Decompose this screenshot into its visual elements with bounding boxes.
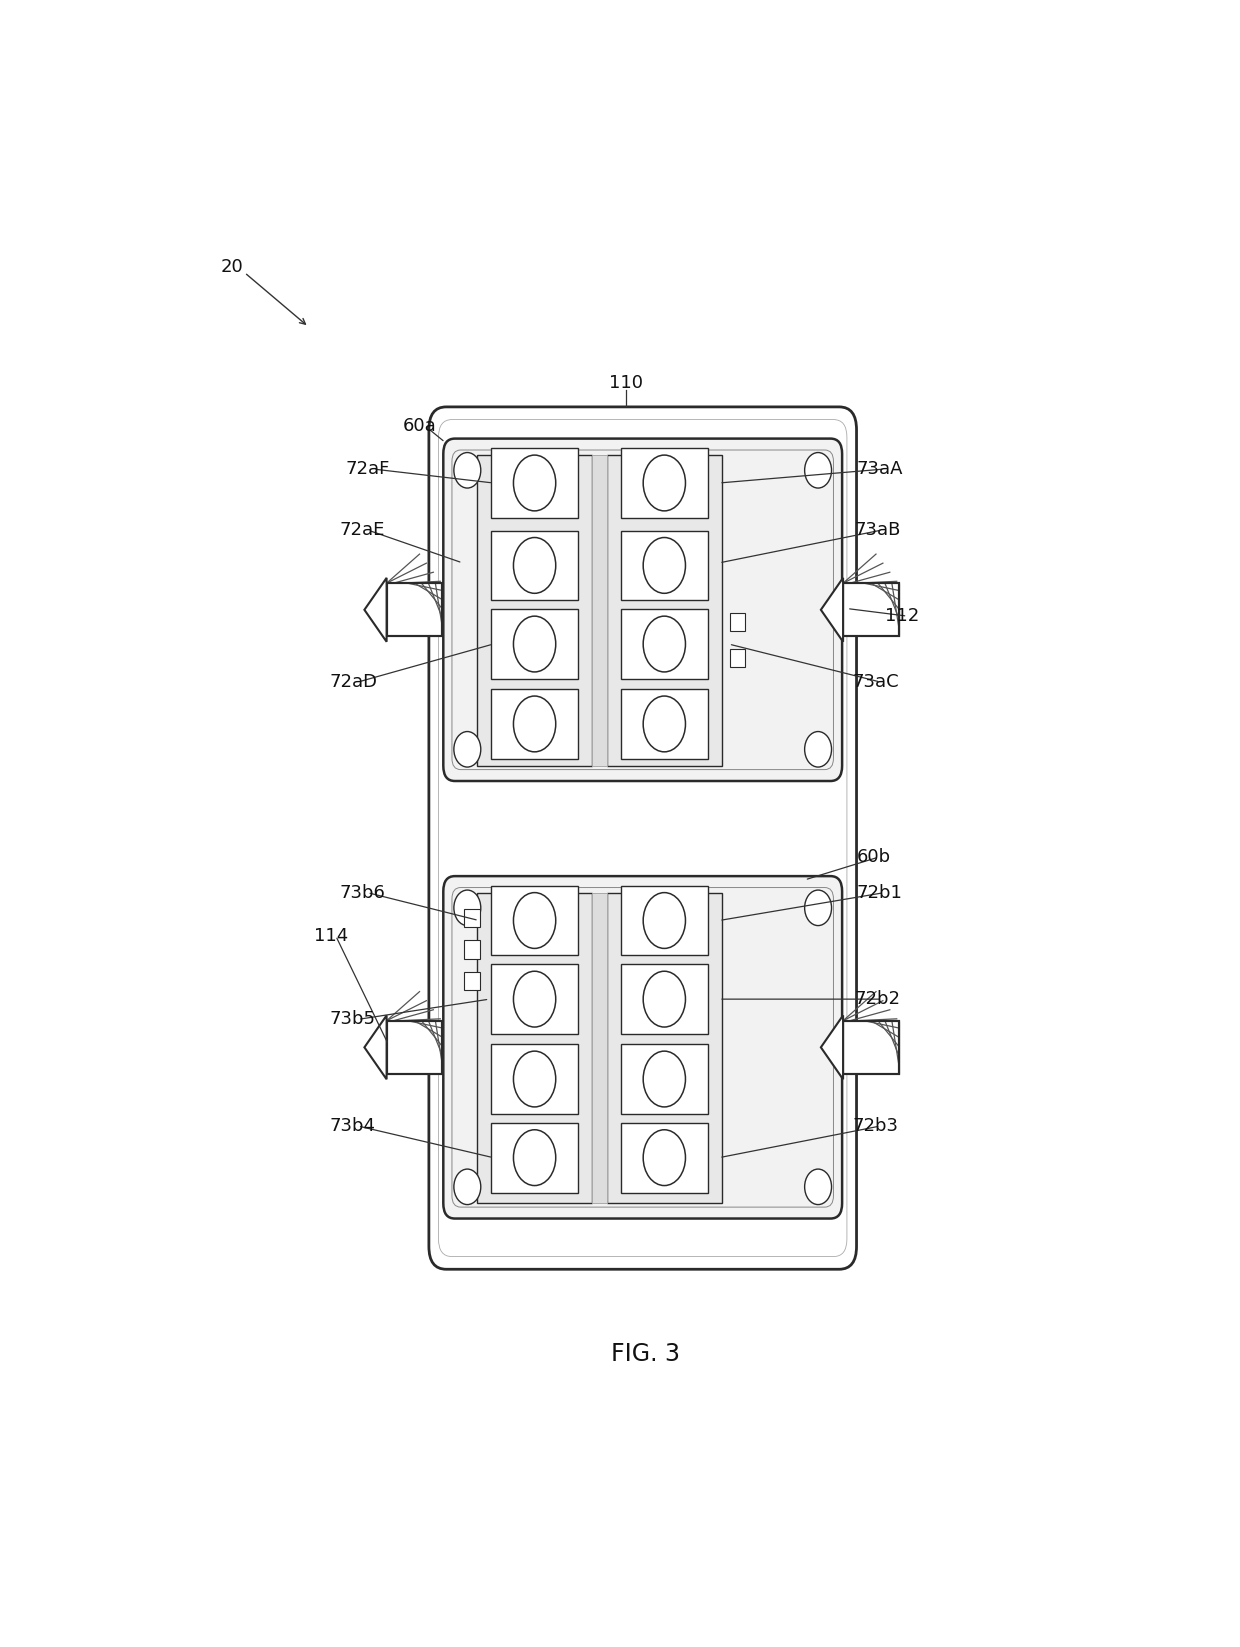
Text: 112: 112 (885, 608, 920, 626)
Bar (491, 886, 578, 955)
Circle shape (454, 1169, 481, 1204)
Bar (843, 583, 899, 636)
Text: 72aE: 72aE (340, 520, 384, 539)
Text: 114: 114 (314, 927, 347, 945)
Circle shape (454, 453, 481, 488)
Circle shape (644, 1130, 686, 1186)
Bar (606, 893, 722, 1204)
Circle shape (644, 537, 686, 593)
Text: 72b1: 72b1 (857, 883, 903, 901)
Circle shape (805, 731, 832, 768)
Circle shape (513, 455, 556, 511)
Bar (843, 1021, 899, 1074)
Bar (491, 448, 578, 517)
Bar (465, 909, 480, 927)
Bar (843, 1021, 899, 1074)
Circle shape (805, 453, 832, 488)
Text: FIG. 3: FIG. 3 (610, 1342, 680, 1367)
Circle shape (513, 697, 556, 751)
Polygon shape (821, 578, 843, 642)
Bar (606, 455, 722, 766)
Polygon shape (365, 1015, 387, 1079)
FancyBboxPatch shape (444, 438, 842, 781)
Circle shape (644, 455, 686, 511)
Text: 110: 110 (609, 374, 642, 392)
Bar (491, 609, 578, 679)
Bar (477, 893, 593, 1204)
Circle shape (454, 889, 481, 926)
Text: 73b5: 73b5 (330, 1010, 376, 1028)
Bar (387, 1021, 443, 1074)
Circle shape (644, 893, 686, 949)
Text: 72aF: 72aF (345, 460, 389, 478)
Text: 73b4: 73b4 (330, 1117, 376, 1135)
Bar (593, 455, 606, 766)
Text: 72b3: 72b3 (853, 1117, 899, 1135)
Circle shape (805, 1169, 832, 1204)
Bar (621, 688, 708, 759)
Bar (465, 940, 480, 959)
Bar (621, 609, 708, 679)
Bar (491, 530, 578, 600)
Text: 72b2: 72b2 (854, 990, 900, 1008)
Bar (477, 455, 593, 766)
Text: 60b: 60b (857, 848, 890, 866)
Bar (387, 583, 443, 636)
Bar (729, 613, 745, 631)
Circle shape (513, 537, 556, 593)
Bar (387, 583, 443, 636)
Bar (621, 448, 708, 517)
Bar (491, 688, 578, 759)
Bar (843, 583, 899, 636)
Circle shape (644, 616, 686, 672)
Bar (593, 893, 606, 1204)
Circle shape (805, 889, 832, 926)
FancyBboxPatch shape (444, 876, 842, 1219)
Bar (621, 1123, 708, 1192)
Bar (621, 886, 708, 955)
Circle shape (513, 616, 556, 672)
Circle shape (644, 1051, 686, 1107)
Bar (729, 649, 745, 667)
Text: 73b6: 73b6 (340, 883, 386, 901)
Text: 60a: 60a (403, 417, 436, 435)
Bar (491, 1123, 578, 1192)
Bar (621, 1044, 708, 1113)
Text: 20: 20 (221, 259, 243, 277)
Bar (491, 963, 578, 1034)
Polygon shape (365, 578, 387, 642)
Polygon shape (821, 1015, 843, 1079)
Text: 73aB: 73aB (854, 520, 901, 539)
Bar (621, 963, 708, 1034)
Bar (465, 972, 480, 990)
Circle shape (644, 972, 686, 1028)
Text: 72aD: 72aD (330, 674, 378, 692)
Circle shape (513, 893, 556, 949)
Bar (387, 1021, 443, 1074)
Text: 73aA: 73aA (857, 460, 903, 478)
Circle shape (513, 1130, 556, 1186)
Circle shape (454, 731, 481, 768)
Circle shape (513, 1051, 556, 1107)
Bar (621, 530, 708, 600)
Circle shape (513, 972, 556, 1028)
Text: 73aC: 73aC (853, 674, 899, 692)
Bar (491, 1044, 578, 1113)
Circle shape (644, 697, 686, 751)
